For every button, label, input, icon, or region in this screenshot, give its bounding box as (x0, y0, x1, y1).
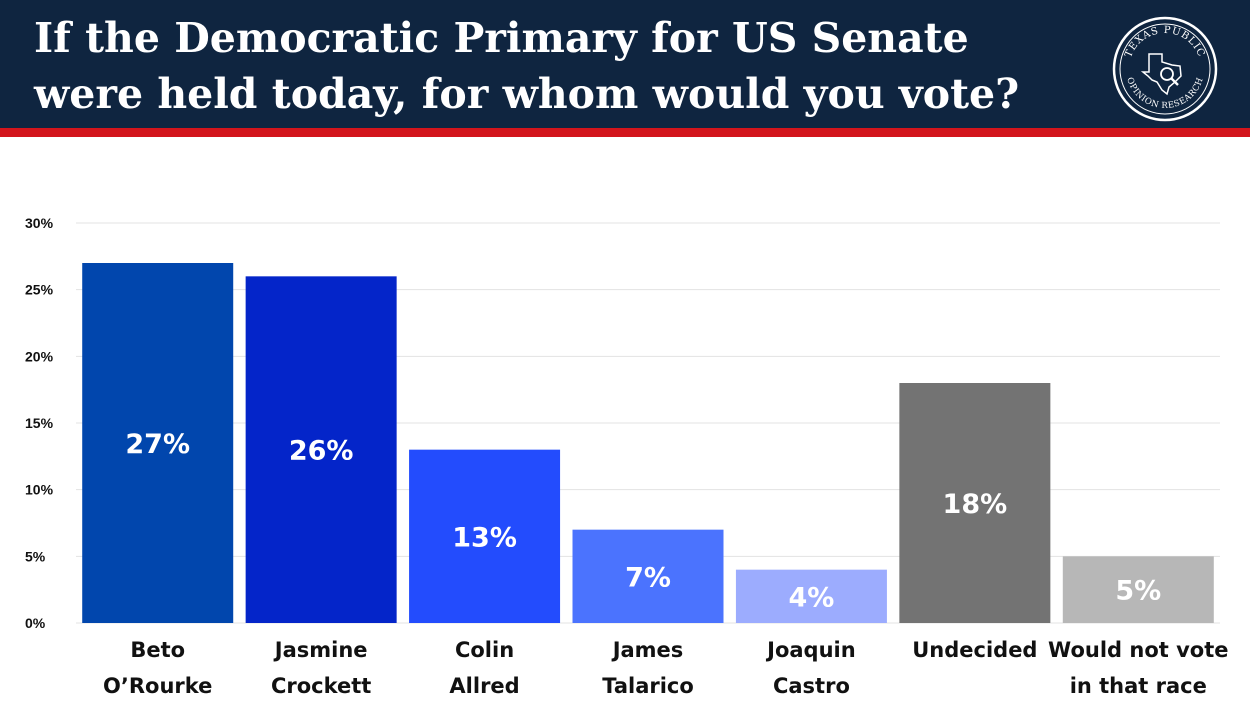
category-label-line: O’Rourke (103, 674, 212, 698)
category-label: James Talarico (602, 638, 694, 698)
bar (82, 263, 234, 623)
data-label: 4% (789, 582, 835, 613)
category-label-line: Crockett (271, 674, 371, 698)
category-label: Joaquin Castro (765, 638, 856, 698)
category-label-line: James (611, 638, 684, 662)
category-label-line: in that race (1070, 674, 1207, 698)
category-label-line: Undecided (912, 638, 1037, 662)
y-tick-label: 5% (25, 548, 46, 564)
category-label-line: Jasmine (273, 638, 368, 662)
data-label: 7% (625, 562, 671, 593)
y-tick-label: 25% (25, 282, 54, 298)
bar (245, 276, 397, 623)
chart-canvas: 0% 5% 10% 15% 20% 25% 30% 27% Beto O’Rourke 26% Jas… (25, 215, 1229, 698)
data-label: 13% (452, 522, 517, 553)
category-label-line: Joaquin (765, 638, 856, 662)
svg-text:OPINION RESEARCH: OPINION RESEARCH (1124, 76, 1206, 111)
bar (735, 569, 887, 623)
logo-bottom-text: OPINION RESEARCH (1124, 76, 1205, 111)
texas-magnifier-icon (1140, 53, 1182, 96)
bar-chart: 0% 5% 10% 15% 20% 25% 30% 27% Beto O’Rourke 26% Jas… (0, 137, 1250, 722)
category-label-line: Allred (449, 674, 519, 698)
logo-top-text: TEXAS PUBLIC (1123, 25, 1206, 59)
header-banner: If the Democratic Primary for US Senate … (0, 0, 1250, 128)
bar (409, 449, 561, 623)
texas-public-opinion-research-logo: TEXAS PUBLIC OPINION RESEARCH (1112, 16, 1218, 122)
svg-text:TEXAS PUBLIC: TEXAS PUBLIC (1123, 25, 1207, 59)
category-label-line: Would not vote (1048, 638, 1228, 662)
category-label-line: Talarico (602, 674, 694, 698)
data-label: 18% (943, 489, 1008, 520)
category-label: Beto O’Rourke (103, 638, 212, 698)
chart-title: If the Democratic Primary for US Senate … (34, 14, 1020, 118)
data-label: 5% (1115, 576, 1161, 607)
data-label: 27% (125, 429, 190, 460)
y-tick-label: 30% (25, 215, 54, 231)
y-tick-label: 20% (25, 348, 54, 364)
category-label-line: Castro (773, 674, 850, 698)
bar (572, 529, 724, 623)
header-accent-stripe (0, 128, 1250, 137)
bar (1062, 556, 1214, 623)
category-label-line: Colin (455, 638, 514, 662)
bar (899, 383, 1051, 623)
category-label-line: Beto (130, 638, 185, 662)
y-tick-label: 0% (25, 615, 46, 631)
y-tick-label: 15% (25, 415, 54, 431)
category-label: Colin Allred (449, 638, 519, 698)
category-label: Undecided (912, 638, 1037, 662)
y-tick-label: 10% (25, 482, 54, 498)
data-label: 26% (289, 436, 354, 467)
category-label: Would not vote in that race (1048, 638, 1228, 698)
category-label: Jasmine Crockett (271, 638, 371, 698)
